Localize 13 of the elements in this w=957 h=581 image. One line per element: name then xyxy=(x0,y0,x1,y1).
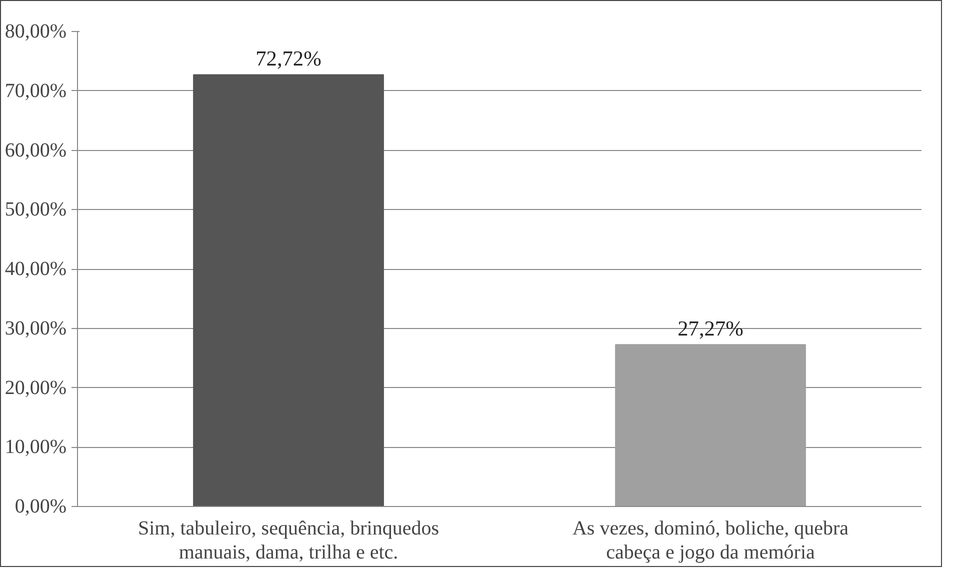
y-tick-label: 20,00% xyxy=(4,376,67,399)
data-label: 27,27% xyxy=(678,316,744,341)
x-tick-label: Sim, tabuleiro, sequência, brinquedos manuais, dama, trilha e etc. xyxy=(138,518,440,564)
x-tick-label: As vezes, dominó, boliche, quebra cabeça e jogo da memória xyxy=(572,518,849,564)
y-tick-label: 60,00% xyxy=(4,139,67,162)
data-label: 72,72% xyxy=(256,46,322,71)
y-tick-label: 0,00% xyxy=(14,496,67,518)
y-tick-label: 80,00% xyxy=(4,20,67,42)
y-tick-label: 40,00% xyxy=(4,258,67,280)
y-tick-label: 10,00% xyxy=(4,436,67,458)
y-tick-label: 30,00% xyxy=(4,317,67,340)
y-tick-label: 70,00% xyxy=(4,80,67,102)
y-tick-label: 50,00% xyxy=(4,198,67,221)
